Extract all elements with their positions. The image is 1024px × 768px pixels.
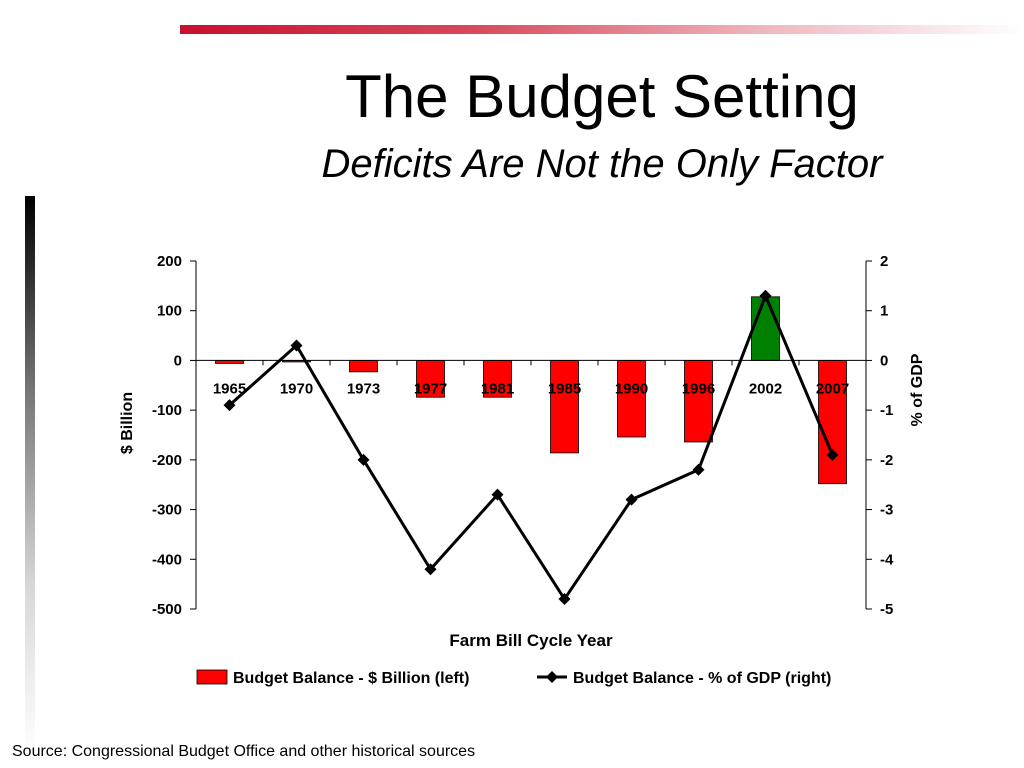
- slide-title: The Budget Setting: [345, 63, 859, 130]
- left-tick-label: -400: [152, 551, 182, 568]
- gdp-point-1965: [223, 399, 236, 412]
- category-label-1977: 1977: [414, 380, 447, 397]
- right-tick-label: -3: [880, 502, 893, 519]
- right-tick-label: -4: [880, 551, 894, 568]
- gdp-point-1996: [692, 463, 705, 476]
- right-tick-label: -1: [880, 402, 893, 419]
- source-note: Source: Congressional Budget Office and …: [12, 743, 476, 760]
- bar-2002: [751, 296, 780, 361]
- category-label-2007: 2007: [816, 380, 849, 397]
- right-tick-label: -5: [880, 601, 893, 618]
- gdp-line: [228, 291, 834, 602]
- gdp-point-1977: [424, 563, 437, 576]
- legend-line-label: Budget Balance - % of GDP (right): [573, 670, 831, 687]
- left-axis-title: $ Billion: [119, 392, 136, 454]
- right-tick-label: 0: [880, 352, 888, 369]
- bar-2007: [818, 360, 847, 485]
- gdp-point-1970: [290, 339, 303, 352]
- right-tick-label: 2: [880, 253, 888, 270]
- left-tick-label: -100: [152, 402, 182, 419]
- left-tick-label: -300: [152, 502, 182, 519]
- legend-bar-swatch: [196, 669, 228, 685]
- category-label-1996: 1996: [682, 380, 715, 397]
- right-tick-label: 1: [880, 303, 888, 320]
- slide-subtitle: Deficits Are Not the Only Factor: [321, 142, 883, 186]
- left-tick-label: -500: [152, 601, 182, 618]
- right-axis-title: % of GDP: [909, 353, 926, 426]
- top-accent-bar: [180, 25, 1024, 34]
- right-tick-label: -2: [880, 452, 893, 469]
- gdp-point-2007: [826, 448, 839, 461]
- category-label-1981: 1981: [481, 380, 514, 397]
- category-label-2002: 2002: [749, 380, 782, 397]
- bar-1990: [617, 360, 646, 438]
- left-gradient-bar: [25, 196, 35, 756]
- bar-1985: [550, 360, 579, 454]
- left-tick-label: -200: [152, 452, 182, 469]
- gdp-point-1973: [357, 453, 370, 466]
- legend-line-marker: [546, 671, 558, 683]
- left-tick-label: 200: [157, 253, 182, 270]
- category-label-1985: 1985: [548, 380, 581, 397]
- category-label-1973: 1973: [347, 380, 380, 397]
- left-tick-label: 100: [157, 303, 182, 320]
- bar-1996: [684, 360, 713, 443]
- legend-bar-label: Budget Balance - $ Billion (left): [233, 670, 469, 687]
- category-label-1965: 1965: [213, 380, 246, 397]
- left-tick-label: 0: [174, 352, 182, 369]
- gdp-point-1990: [625, 493, 638, 506]
- x-axis-title: Farm Bill Cycle Year: [449, 631, 613, 650]
- gdp-point-2002: [759, 289, 772, 302]
- category-label-1970: 1970: [280, 380, 313, 397]
- gdp-point-1985: [558, 593, 571, 606]
- gdp-point-1981: [491, 488, 504, 501]
- bar-1973: [349, 360, 378, 373]
- category-label-1990: 1990: [615, 380, 648, 397]
